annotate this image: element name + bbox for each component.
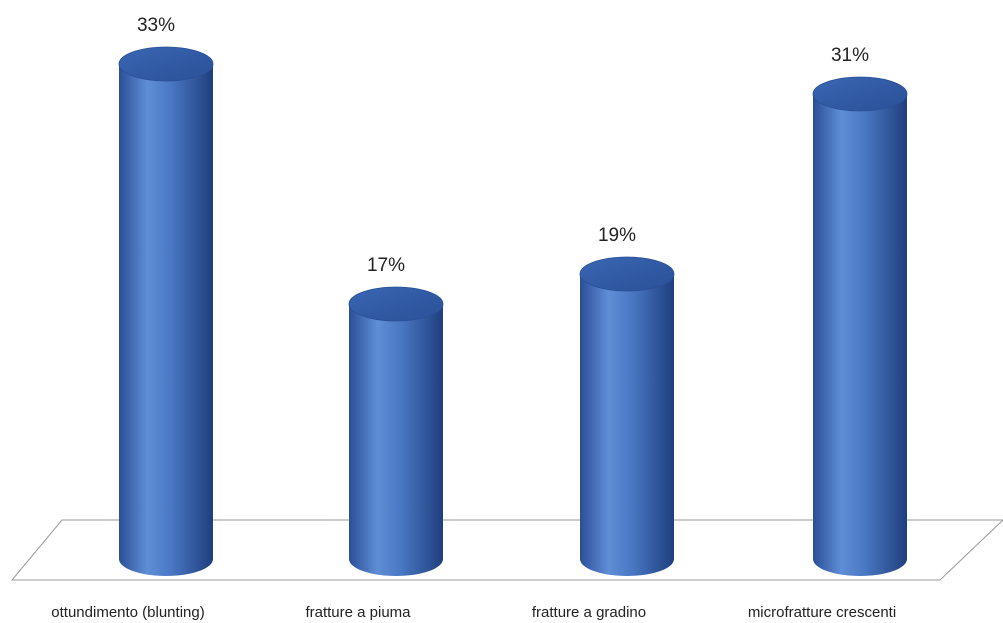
bar-top [118, 46, 214, 82]
bar-body [813, 94, 907, 576]
category-label: microfratture crescenti [748, 604, 896, 621]
bar-top [579, 256, 675, 292]
bar [812, 76, 908, 576]
bar [118, 46, 214, 576]
category-label: fratture a gradino [532, 604, 646, 621]
data-label: 33% [137, 15, 175, 36]
category-label: ottundimento (blunting) [51, 604, 204, 621]
bar-top [812, 76, 908, 112]
bar-body [580, 274, 674, 576]
data-label: 17% [367, 255, 405, 276]
bar-body [119, 64, 213, 576]
data-label: 19% [598, 225, 636, 246]
bar [579, 256, 675, 576]
bars-layer [118, 46, 908, 576]
bar [348, 286, 444, 576]
chart-floor [10, 519, 1003, 581]
bar-body [349, 304, 443, 576]
category-label: fratture a piuma [305, 604, 411, 621]
labels-layer: 33% ottundimento (blunting) 17% fratture a … [51, 15, 896, 621]
data-label: 31% [831, 45, 869, 66]
bar-top [348, 286, 444, 322]
